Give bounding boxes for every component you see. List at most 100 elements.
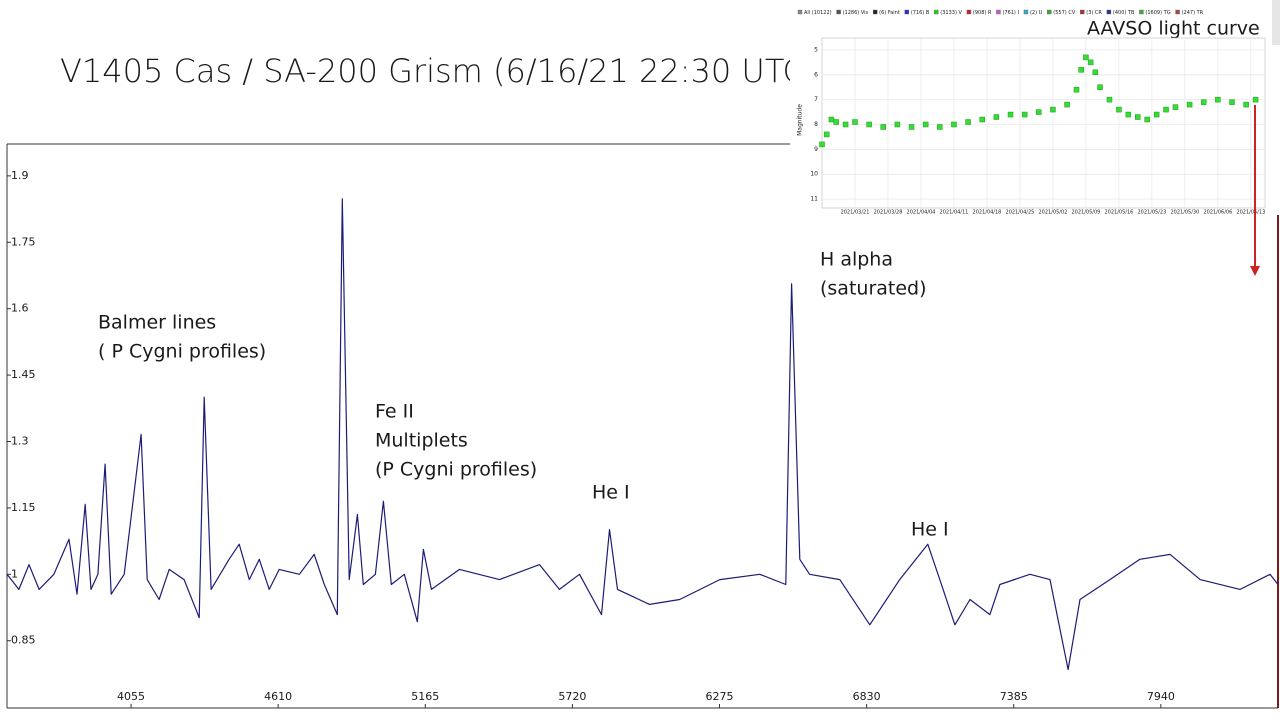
inset-legend-box <box>1023 9 1029 15</box>
inset-plot-area <box>821 37 1266 209</box>
inset-legend-box <box>1080 9 1085 15</box>
light-curve-point <box>1116 106 1122 113</box>
x-tick-label: 4055 <box>117 690 145 703</box>
light-curve-point <box>951 121 957 128</box>
inset-legend-entry: (557) CV <box>1053 10 1076 16</box>
inset-legend-box <box>872 9 878 15</box>
spectrum-line <box>6 198 1279 671</box>
light-curve-point <box>1050 106 1056 113</box>
inset-legend-box <box>934 9 939 15</box>
light-curve-point <box>1064 101 1070 108</box>
light-curve-point <box>1163 106 1169 113</box>
light-curve-point <box>894 121 901 128</box>
inset-legend-entry: (716) B <box>911 10 930 16</box>
light-curve-point <box>852 119 858 125</box>
inset-legend-box <box>797 9 803 15</box>
light-curve-point <box>1021 111 1028 118</box>
light-curve-point <box>1200 99 1207 105</box>
light-curve-point <box>828 116 835 123</box>
y-tick-label: 0.85 <box>11 634 36 647</box>
inset-legend-entry: (2) U <box>1030 10 1043 16</box>
annotation: Balmer lines <box>98 312 216 334</box>
light-curve-point <box>979 116 985 123</box>
inset-legend-box <box>836 9 841 15</box>
inset-legend-entry: All (10122) <box>804 10 832 16</box>
inset-legend-box <box>1047 9 1052 15</box>
y-tick-label: 1.75 <box>11 235 36 248</box>
annotation: H alpha <box>820 249 893 271</box>
x-tick-label: 6275 <box>706 690 734 703</box>
annotation: Multiplets <box>375 430 468 452</box>
inset-x-tick-label: 2021/05/09 <box>1072 210 1101 216</box>
y-tick-label: 1.15 <box>11 501 36 514</box>
light-curve-point <box>1144 116 1150 123</box>
inset-x-tick-label: 2021/03/21 <box>841 210 870 216</box>
light-curve-point <box>1135 114 1141 120</box>
light-curve-chart: 5 6 7 8 9 10 11 2021/03/21 2021/03/28 2021/04/04 2… <box>797 9 1266 216</box>
light-curve-point <box>842 121 849 128</box>
inset-y-tick-label: 5 <box>814 46 818 53</box>
inset-x-tick-label: 2021/05/02 <box>1039 210 1068 216</box>
inset-legend-entry: (908) R <box>973 10 992 16</box>
inset-legend-box <box>966 9 972 15</box>
light-curve-point <box>823 131 830 138</box>
inset-legend-entry: (3) CR <box>1086 10 1102 16</box>
inset-y-tick-label: 7 <box>814 96 818 103</box>
light-curve-point <box>1097 84 1103 90</box>
y-tick-label: 1.3 <box>11 434 29 447</box>
inset-x-tick-label: 2021/03/28 <box>874 210 903 216</box>
inset-legend-box <box>1139 9 1144 15</box>
annotation: Fe II <box>375 401 414 423</box>
inset-x-tick-label: 2021/04/25 <box>1006 210 1035 216</box>
light-curve-point <box>1186 101 1193 108</box>
inset-title: AAVSO light curve <box>1087 18 1260 40</box>
annotation: He I <box>911 519 949 541</box>
light-curve-point <box>1083 54 1089 61</box>
light-curve-point <box>922 121 929 128</box>
light-curve-point <box>1252 96 1259 103</box>
light-curve-point <box>937 124 943 130</box>
light-curve-point <box>819 141 825 148</box>
inset-x-tick-label: 2021/05/30 <box>1170 210 1199 216</box>
inset-x-tick-label: 2021/04/04 <box>907 210 936 216</box>
annotation: He I <box>592 482 630 504</box>
light-curve-point <box>1007 111 1014 118</box>
inset-legend-box <box>1106 9 1112 15</box>
y-tick-label: 1.9 <box>11 169 29 182</box>
light-curve-point <box>1073 86 1080 93</box>
inset-legend-entry: (6) Faint <box>879 10 900 16</box>
inset-y-tick-label: 8 <box>814 121 818 128</box>
inset-y-tick-label: 9 <box>814 146 818 153</box>
light-curve-point <box>965 119 971 125</box>
inset-x-tick-label: 2021/05/16 <box>1104 210 1133 216</box>
light-curve-point <box>866 121 872 128</box>
light-curve-point <box>1215 96 1221 103</box>
inset-legend-entry: (761) I <box>1002 10 1019 16</box>
x-tick-label: 6830 <box>853 690 881 703</box>
spectrum-chart: 1.9 1.75 1.6 1.45 1.3 1.15 1 0.85 4055 4610 5165 57… <box>6 169 1279 708</box>
light-curve-point <box>1087 59 1094 66</box>
light-curve-point <box>1172 104 1179 110</box>
inset-x-tick-label: 2021/06/13 <box>1236 210 1265 216</box>
x-tick-label: 5165 <box>411 690 439 703</box>
light-curve-point <box>1243 101 1249 108</box>
light-curve-point <box>908 124 915 130</box>
x-tick-label: 4610 <box>264 690 292 703</box>
inset-legend-entry: (1286) Vis <box>843 10 869 16</box>
inset-x-tick-label: 2021/05/23 <box>1137 210 1166 216</box>
light-curve-point <box>1092 69 1099 76</box>
arrow-head <box>1250 266 1260 276</box>
x-tick-label: 5720 <box>558 690 586 703</box>
inset-legend-box <box>1175 9 1180 15</box>
inset-legend-entry: (247) TR <box>1182 10 1204 16</box>
inset-legend-entry: (3133) V <box>940 10 962 16</box>
inset-y-tick-label: 10 <box>810 171 818 178</box>
inset-legend-entry: (400) TB <box>1113 10 1135 16</box>
annotation: (P Cygni profiles) <box>375 459 537 481</box>
light-curve-point <box>1078 67 1084 73</box>
light-curve-point <box>1036 109 1042 115</box>
inset-scrollbar <box>1272 0 1280 45</box>
inset-y-label: Magnitude <box>797 104 804 136</box>
